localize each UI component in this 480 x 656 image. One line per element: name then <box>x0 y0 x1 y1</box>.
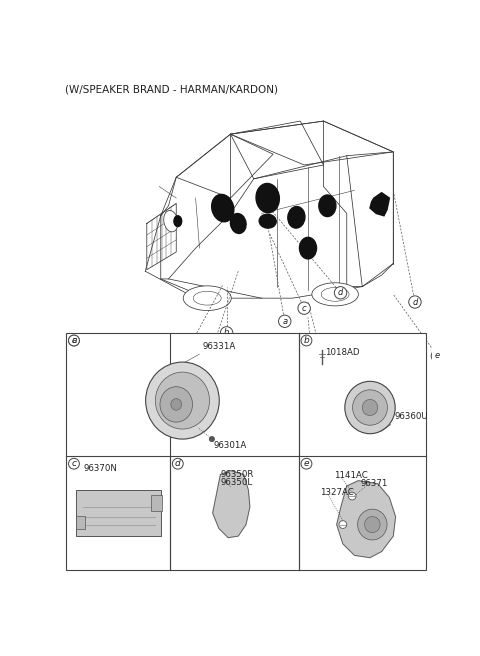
Ellipse shape <box>230 214 246 234</box>
Circle shape <box>172 459 183 469</box>
Circle shape <box>431 350 444 362</box>
Ellipse shape <box>365 516 380 533</box>
Text: d: d <box>175 459 180 468</box>
Text: c: c <box>72 459 76 468</box>
Ellipse shape <box>321 287 349 301</box>
Text: 96370N: 96370N <box>83 464 117 473</box>
Ellipse shape <box>319 195 336 216</box>
Ellipse shape <box>353 390 387 425</box>
Ellipse shape <box>193 291 221 305</box>
Text: b: b <box>303 336 309 345</box>
Text: a: a <box>282 317 288 326</box>
Circle shape <box>409 296 421 308</box>
Circle shape <box>323 379 335 392</box>
Text: e: e <box>435 352 440 360</box>
Ellipse shape <box>300 237 316 259</box>
Circle shape <box>210 437 214 441</box>
Text: d: d <box>412 298 418 306</box>
Circle shape <box>298 302 311 314</box>
Text: 1018AD: 1018AD <box>325 348 360 358</box>
Ellipse shape <box>164 211 178 232</box>
Ellipse shape <box>183 286 231 310</box>
Ellipse shape <box>288 207 305 228</box>
Polygon shape <box>336 481 396 558</box>
Polygon shape <box>213 470 250 538</box>
Circle shape <box>301 335 312 346</box>
Circle shape <box>339 521 347 528</box>
Text: 96350R: 96350R <box>220 470 254 479</box>
Circle shape <box>278 315 291 327</box>
Text: c: c <box>72 336 76 345</box>
Ellipse shape <box>171 399 181 410</box>
Polygon shape <box>370 193 389 216</box>
Bar <box>66 333 426 570</box>
Circle shape <box>174 358 186 370</box>
Ellipse shape <box>358 509 387 540</box>
Ellipse shape <box>160 387 192 422</box>
Text: (W/SPEAKER BRAND - HARMAN/KARDON): (W/SPEAKER BRAND - HARMAN/KARDON) <box>65 85 277 95</box>
Text: 96301A: 96301A <box>214 441 247 451</box>
Text: e: e <box>304 459 309 468</box>
Text: a: a <box>178 359 183 368</box>
Text: a: a <box>326 380 332 390</box>
Circle shape <box>335 287 347 299</box>
Text: b: b <box>224 328 229 337</box>
Text: 96350L: 96350L <box>220 478 252 487</box>
Circle shape <box>69 459 79 469</box>
Ellipse shape <box>345 381 395 434</box>
Text: a: a <box>71 336 77 345</box>
Ellipse shape <box>256 184 279 213</box>
Circle shape <box>348 492 356 500</box>
Text: 96371: 96371 <box>360 479 388 488</box>
FancyBboxPatch shape <box>76 490 161 536</box>
Text: a: a <box>209 348 214 357</box>
Text: 96360U: 96360U <box>394 411 428 420</box>
FancyBboxPatch shape <box>152 495 162 510</box>
Ellipse shape <box>174 216 181 226</box>
Text: a: a <box>313 394 318 403</box>
Text: c: c <box>302 304 306 313</box>
Text: d: d <box>338 288 343 297</box>
Ellipse shape <box>362 400 378 416</box>
Circle shape <box>310 392 322 405</box>
Circle shape <box>220 327 233 339</box>
Ellipse shape <box>259 215 276 228</box>
Text: 96331A: 96331A <box>203 342 236 350</box>
Text: 1327AC: 1327AC <box>321 488 354 497</box>
Ellipse shape <box>212 194 234 222</box>
Text: 1141AC: 1141AC <box>334 472 367 480</box>
Ellipse shape <box>156 372 210 429</box>
Circle shape <box>69 335 79 346</box>
Ellipse shape <box>145 362 219 439</box>
Circle shape <box>205 346 217 358</box>
Ellipse shape <box>312 283 359 306</box>
Circle shape <box>69 335 79 346</box>
Circle shape <box>301 459 312 469</box>
FancyBboxPatch shape <box>75 516 85 529</box>
